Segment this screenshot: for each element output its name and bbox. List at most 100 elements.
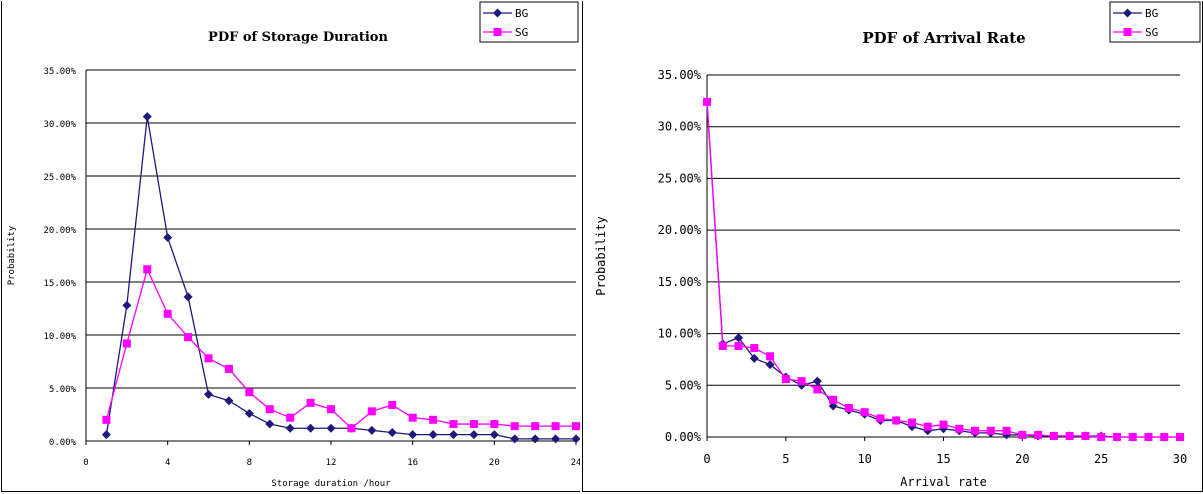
data-point-sg (1081, 431, 1090, 440)
data-point-sg (204, 354, 213, 363)
legend-label-sg: SG (1145, 26, 1158, 39)
data-point-bg (142, 112, 152, 122)
data-point-sg (734, 341, 743, 350)
y-tick-label: 20.00% (658, 223, 702, 237)
data-point-sg (1049, 431, 1058, 440)
data-point-sg (923, 422, 932, 431)
data-point-sg (143, 265, 152, 274)
series-line-sg (105, 267, 576, 430)
y-tick-label: 20.00% (43, 226, 76, 236)
legend-box (479, 1, 579, 43)
data-point-sg (986, 426, 995, 435)
y-axis-label: Probability (594, 216, 608, 295)
y-tick-label: 35.00% (43, 67, 76, 77)
legend-label-bg: BG (515, 7, 528, 20)
data-point-bg (387, 428, 397, 438)
data-point-bg (163, 232, 173, 242)
data-point-sg (1097, 433, 1106, 441)
data-point-bg (101, 430, 111, 440)
data-point-sg (347, 424, 356, 433)
data-point-bg (367, 425, 377, 435)
y-tick-label: 25.00% (43, 173, 76, 183)
data-point-sg (367, 407, 376, 416)
data-point-sg (429, 415, 438, 424)
data-point-bg (122, 300, 132, 310)
data-point-bg (734, 333, 744, 343)
data-point-sg (955, 424, 964, 433)
x-tick-label: 20 (489, 458, 500, 468)
data-point-sg (907, 418, 916, 427)
data-point-sg (265, 405, 274, 414)
data-point-sg (388, 400, 397, 409)
y-tick-label: 35.00% (658, 68, 702, 82)
x-tick-label: 24 (571, 458, 580, 468)
y-tick-label: 0.00% (665, 430, 702, 444)
y-axis-label: Probability (7, 225, 17, 285)
data-point-bg (812, 376, 822, 386)
data-point-bg (765, 360, 775, 370)
chart-arrival-rate-svg: PDF of Arrival Rate 0.00% 5.00% 10.00% 15.00… (594, 1, 1201, 489)
x-tick-label: 30 (1173, 452, 1187, 466)
y-tick-label: 5.00% (49, 385, 77, 395)
data-point-sg (939, 420, 948, 429)
legend-marker-sg (493, 28, 502, 36)
x-tick-label: 20 (1015, 452, 1029, 466)
data-point-bg (306, 423, 316, 433)
data-point-sg (703, 97, 711, 106)
data-point-sg (551, 422, 560, 431)
data-point-sg (750, 344, 759, 353)
data-point-sg (408, 413, 417, 422)
data-point-sg (813, 385, 822, 394)
series-line-bg (706, 101, 1180, 438)
data-point-bg (265, 419, 275, 429)
data-point-sg (860, 408, 869, 417)
data-point-bg (449, 430, 458, 440)
data-point-bg (469, 430, 479, 440)
x-tick-label: 8 (247, 458, 252, 468)
data-point-sg (1128, 433, 1137, 441)
legend-marker-sg (1123, 28, 1132, 36)
y-tick-label: 30.00% (658, 120, 702, 134)
data-point-sg (490, 420, 499, 429)
x-axis-label: Storage duration /hour (271, 479, 391, 489)
data-point-sg (184, 333, 193, 342)
data-point-sg (1065, 431, 1074, 440)
y-tick-label: 30.00% (43, 120, 76, 130)
legend-marker-bg (493, 8, 502, 18)
y-tick-label: 15.00% (43, 279, 76, 289)
data-point-bg (489, 430, 499, 440)
data-point-bg (408, 430, 418, 440)
y-tick-label: 15.00% (658, 275, 702, 289)
data-point-sg (766, 352, 775, 361)
x-tick-label: 0 (83, 458, 88, 468)
legend-label-bg: BG (1145, 7, 1158, 20)
legend: BG SG (479, 1, 579, 43)
data-point-sg (876, 414, 885, 423)
data-point-sg (306, 398, 315, 407)
data-point-sg (531, 422, 540, 431)
data-point-sg (844, 404, 853, 413)
data-point-sg (245, 388, 254, 397)
chart-storage-duration-svg: PDF of Storage Duration 0.00% 5.00% 10.00% 1… (7, 1, 580, 489)
x-tick-label: 12 (326, 458, 337, 468)
data-point-sg (1112, 433, 1121, 441)
x-tick-label: 10 (857, 452, 871, 466)
x-tick-label: 16 (407, 458, 418, 468)
data-point-bg (530, 434, 540, 444)
x-axis-label: Arrival rate (900, 475, 987, 489)
data-point-sg (510, 422, 519, 431)
chart-title: PDF of Storage Duration (208, 30, 388, 45)
chart-panel-storage-duration: PDF of Storage Duration 0.00% 5.00% 10.00% 1… (1, 1, 580, 492)
data-point-bg (571, 434, 580, 444)
data-point-sg (122, 339, 131, 348)
legend: BG SG (1109, 1, 1201, 43)
data-point-bg (224, 396, 234, 406)
y-tick-label: 25.00% (658, 171, 702, 185)
data-point-bg (204, 389, 213, 399)
data-point-sg (829, 395, 838, 404)
data-point-bg (428, 430, 438, 440)
data-point-sg (1176, 433, 1184, 441)
data-point-sg (572, 422, 580, 431)
x-tick-label: 5 (782, 452, 789, 466)
data-point-sg (971, 426, 980, 435)
